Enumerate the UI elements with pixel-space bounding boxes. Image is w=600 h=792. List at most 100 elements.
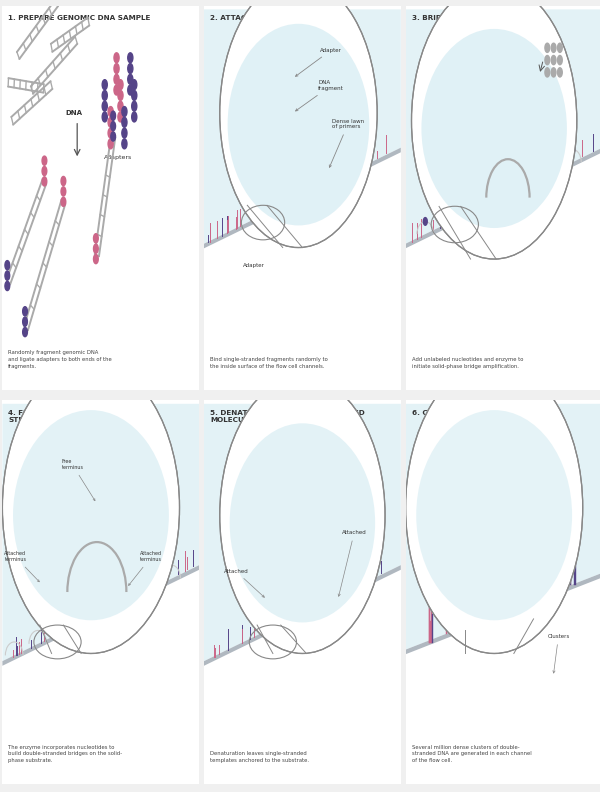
Circle shape bbox=[468, 181, 473, 192]
Circle shape bbox=[290, 116, 295, 126]
Circle shape bbox=[527, 158, 532, 169]
Circle shape bbox=[108, 107, 113, 116]
Text: Adapter: Adapter bbox=[296, 48, 342, 76]
Circle shape bbox=[128, 74, 133, 84]
Text: Attached
terminus: Attached terminus bbox=[128, 551, 162, 585]
Circle shape bbox=[525, 577, 530, 587]
Circle shape bbox=[102, 112, 107, 122]
Circle shape bbox=[335, 583, 341, 593]
Circle shape bbox=[474, 556, 479, 566]
Circle shape bbox=[122, 128, 127, 138]
Circle shape bbox=[114, 85, 119, 95]
Circle shape bbox=[545, 68, 550, 77]
Circle shape bbox=[335, 151, 340, 161]
Ellipse shape bbox=[412, 0, 577, 259]
Polygon shape bbox=[406, 147, 600, 249]
Circle shape bbox=[335, 571, 341, 582]
Circle shape bbox=[94, 254, 98, 264]
Circle shape bbox=[525, 525, 530, 535]
Circle shape bbox=[42, 166, 47, 176]
Circle shape bbox=[124, 541, 129, 551]
Circle shape bbox=[545, 150, 550, 161]
Circle shape bbox=[458, 535, 463, 545]
Text: Several million dense clusters of double-
stranded DNA are generated in each cha: Several million dense clusters of double… bbox=[412, 744, 531, 763]
Circle shape bbox=[124, 575, 129, 586]
Circle shape bbox=[264, 571, 270, 582]
Circle shape bbox=[131, 90, 137, 101]
Circle shape bbox=[264, 594, 270, 605]
Circle shape bbox=[299, 544, 305, 555]
Circle shape bbox=[290, 127, 295, 138]
Circle shape bbox=[458, 525, 463, 535]
Circle shape bbox=[108, 577, 113, 586]
Circle shape bbox=[128, 85, 133, 95]
Circle shape bbox=[257, 151, 262, 161]
Circle shape bbox=[23, 327, 28, 337]
Circle shape bbox=[557, 44, 562, 52]
Circle shape bbox=[102, 90, 107, 101]
Circle shape bbox=[446, 139, 452, 149]
Circle shape bbox=[257, 173, 262, 184]
Circle shape bbox=[468, 169, 473, 180]
Circle shape bbox=[111, 121, 116, 131]
Circle shape bbox=[527, 169, 532, 180]
Ellipse shape bbox=[2, 361, 179, 653]
Polygon shape bbox=[406, 573, 600, 654]
Ellipse shape bbox=[220, 377, 385, 653]
Circle shape bbox=[94, 234, 98, 243]
Polygon shape bbox=[406, 10, 600, 244]
FancyBboxPatch shape bbox=[202, 396, 403, 788]
Circle shape bbox=[131, 112, 137, 122]
Polygon shape bbox=[2, 565, 199, 666]
Circle shape bbox=[509, 535, 514, 545]
Circle shape bbox=[439, 535, 443, 545]
Circle shape bbox=[131, 80, 137, 89]
Circle shape bbox=[527, 192, 532, 203]
Circle shape bbox=[257, 162, 262, 172]
Text: 2. ATTACH DNA TO SURFACE: 2. ATTACH DNA TO SURFACE bbox=[210, 15, 325, 21]
Circle shape bbox=[290, 93, 295, 103]
Circle shape bbox=[491, 546, 497, 555]
Circle shape bbox=[61, 177, 66, 185]
Circle shape bbox=[439, 566, 443, 577]
Text: Dense lawn
of primers: Dense lawn of primers bbox=[329, 119, 364, 167]
Circle shape bbox=[118, 90, 123, 101]
Text: 4. FRAGMENTS BECOME DOUBLE
STRANDED: 4. FRAGMENTS BECOME DOUBLE STRANDED bbox=[8, 409, 140, 423]
FancyBboxPatch shape bbox=[404, 396, 600, 788]
Circle shape bbox=[474, 566, 479, 577]
Circle shape bbox=[114, 53, 119, 63]
Text: Randomly fragment genomic DNA
and ligate adapters to both ends of the
fragments.: Randomly fragment genomic DNA and ligate… bbox=[8, 350, 112, 368]
Text: Attached: Attached bbox=[224, 569, 265, 597]
Circle shape bbox=[299, 591, 305, 601]
Circle shape bbox=[525, 587, 530, 597]
Circle shape bbox=[439, 577, 443, 587]
Circle shape bbox=[118, 112, 123, 122]
Circle shape bbox=[5, 281, 10, 291]
Circle shape bbox=[512, 174, 516, 182]
Text: Adapters: Adapters bbox=[104, 155, 133, 160]
Ellipse shape bbox=[13, 410, 169, 620]
Circle shape bbox=[122, 139, 127, 149]
Circle shape bbox=[468, 158, 473, 169]
Circle shape bbox=[525, 566, 530, 577]
Circle shape bbox=[525, 535, 530, 545]
Circle shape bbox=[446, 150, 452, 161]
Circle shape bbox=[525, 556, 530, 566]
Circle shape bbox=[458, 566, 463, 577]
Circle shape bbox=[264, 537, 270, 547]
Circle shape bbox=[491, 566, 497, 577]
Circle shape bbox=[131, 101, 137, 111]
Text: 6. COMPLETE AMPLIFICATION: 6. COMPLETE AMPLIFICATION bbox=[412, 409, 530, 416]
Circle shape bbox=[509, 577, 514, 587]
Circle shape bbox=[557, 55, 562, 65]
Circle shape bbox=[541, 577, 546, 587]
Circle shape bbox=[545, 158, 549, 166]
Circle shape bbox=[124, 552, 129, 563]
Circle shape bbox=[491, 587, 497, 597]
Circle shape bbox=[264, 560, 270, 570]
Circle shape bbox=[108, 587, 113, 597]
Polygon shape bbox=[406, 404, 600, 649]
Circle shape bbox=[474, 535, 479, 545]
Text: Denaturation leaves single-stranded
templates anchored to the substrate.: Denaturation leaves single-stranded temp… bbox=[210, 752, 309, 763]
Circle shape bbox=[551, 68, 556, 77]
